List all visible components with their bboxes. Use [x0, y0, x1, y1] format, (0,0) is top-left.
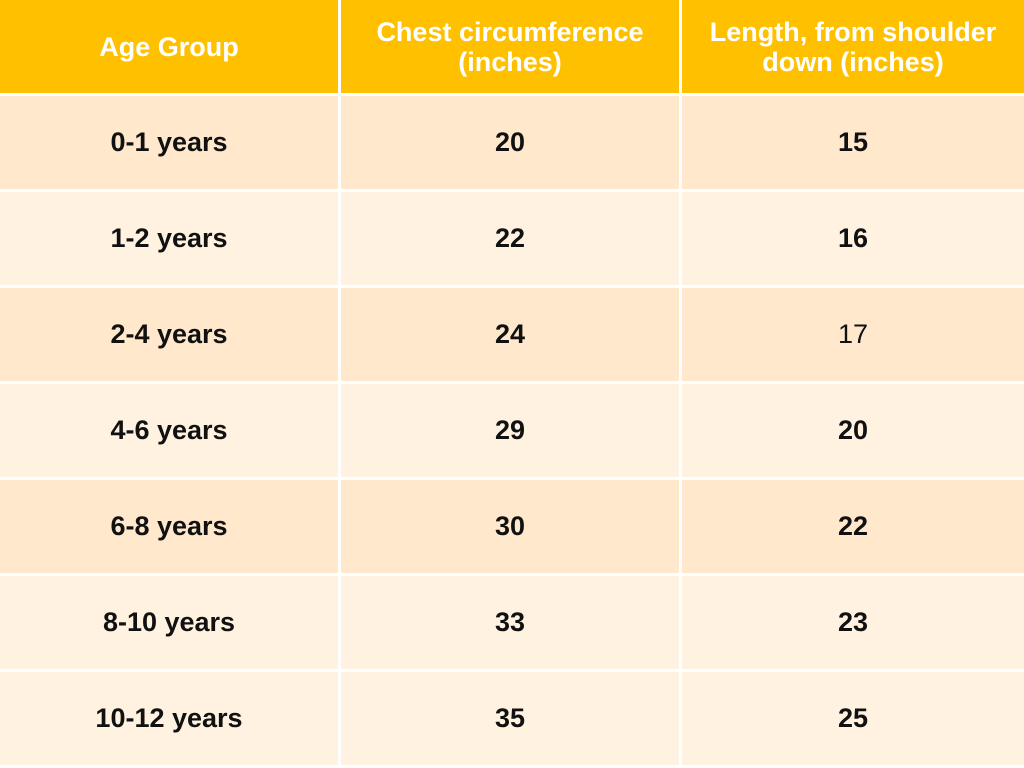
table-cell-chest: 33 [341, 576, 682, 672]
table-cell-length: 25 [682, 672, 1024, 768]
header-length: Length, from shoulder down (inches) [682, 0, 1024, 96]
header-chest-circumference: Chest circumference (inches) [341, 0, 682, 96]
table-cell-chest: 29 [341, 384, 682, 480]
table-cell-length: 23 [682, 576, 1024, 672]
table-cell-age: 4-6 years [0, 384, 341, 480]
table-cell-chest: 22 [341, 192, 682, 288]
table-cell-length: 22 [682, 480, 1024, 576]
table-cell-chest: 24 [341, 288, 682, 384]
table-cell-length: 16 [682, 192, 1024, 288]
table-cell-age: 8-10 years [0, 576, 341, 672]
table-cell-chest: 35 [341, 672, 682, 768]
table-cell-age: 2-4 years [0, 288, 341, 384]
header-age-group: Age Group [0, 0, 341, 96]
table-cell-length: 15 [682, 96, 1024, 192]
table-cell-age: 1-2 years [0, 192, 341, 288]
table-cell-chest: 30 [341, 480, 682, 576]
table-cell-length: 20 [682, 384, 1024, 480]
table-cell-age: 6-8 years [0, 480, 341, 576]
table-cell-age: 0-1 years [0, 96, 341, 192]
table-cell-age: 10-12 years [0, 672, 341, 768]
table-cell-length: 17 [682, 288, 1024, 384]
table-cell-chest: 20 [341, 96, 682, 192]
